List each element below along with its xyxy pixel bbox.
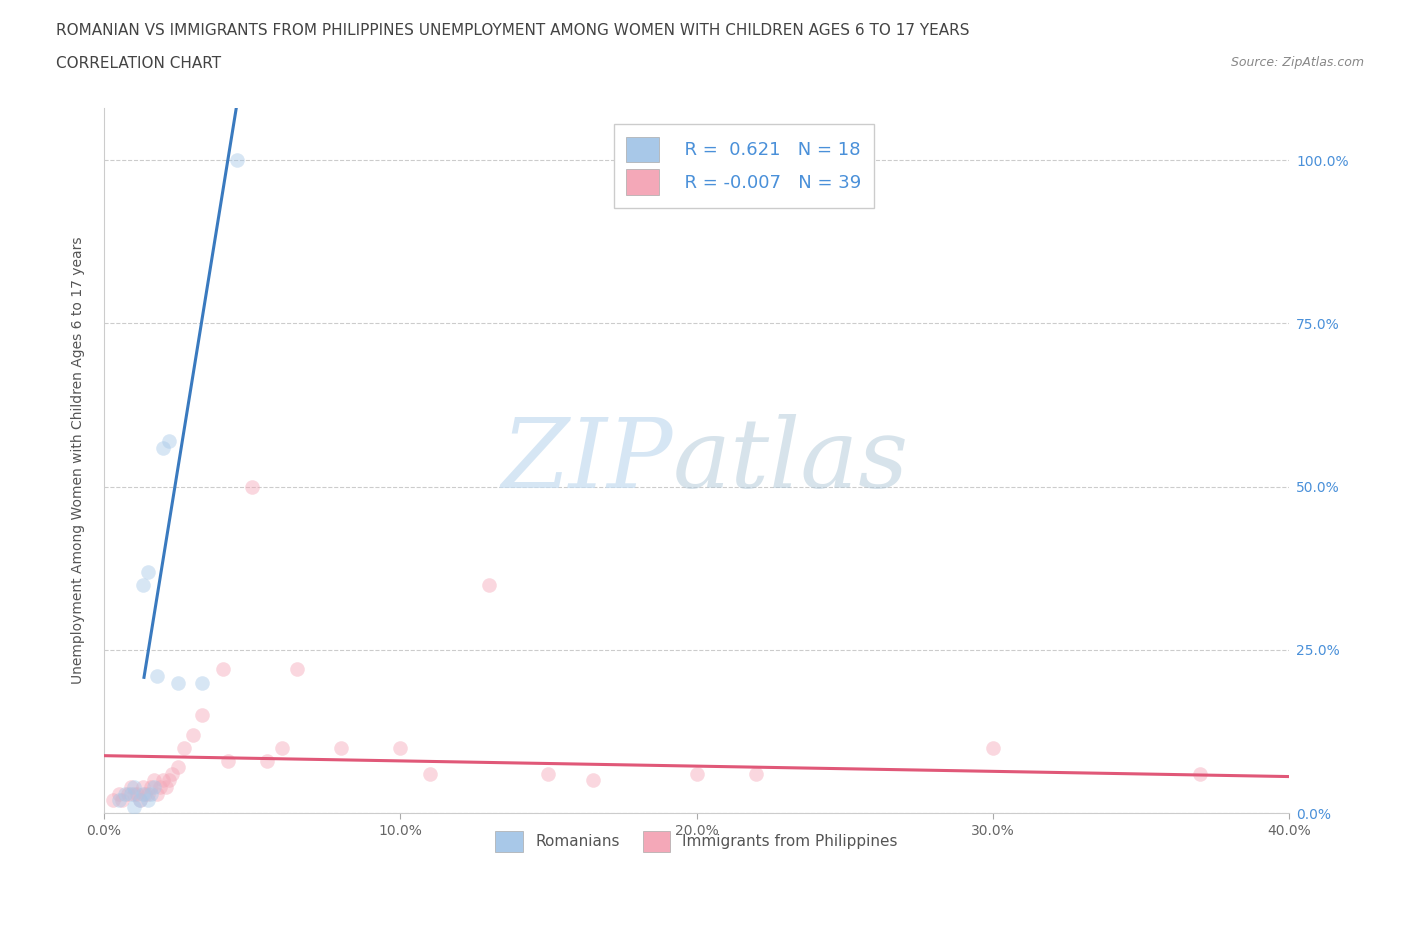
Point	[152, 773, 174, 788]
Point	[146, 786, 169, 801]
Point	[143, 773, 166, 788]
Point	[181, 727, 204, 742]
Point	[128, 792, 150, 807]
Point	[122, 779, 145, 794]
Point	[107, 792, 129, 807]
Point	[114, 786, 136, 801]
Text: atlas: atlas	[673, 414, 910, 508]
Point	[582, 773, 605, 788]
Point	[389, 740, 412, 755]
Y-axis label: Unemployment Among Women with Children Ages 6 to 17 years: Unemployment Among Women with Children A…	[72, 237, 86, 684]
Point	[107, 786, 129, 801]
Legend: Romanians, Immigrants from Philippines: Romanians, Immigrants from Philippines	[489, 825, 904, 858]
Point	[117, 786, 139, 801]
Point	[141, 779, 163, 794]
Point	[745, 766, 768, 781]
Point	[419, 766, 441, 781]
Point	[285, 662, 308, 677]
Point	[131, 786, 153, 801]
Point	[155, 779, 177, 794]
Point	[146, 669, 169, 684]
Point	[138, 786, 160, 801]
Point	[256, 753, 278, 768]
Point	[191, 708, 214, 723]
Point	[111, 792, 134, 807]
Point	[217, 753, 239, 768]
Point	[157, 773, 180, 788]
Point	[131, 578, 153, 592]
Point	[134, 786, 156, 801]
Point	[120, 779, 142, 794]
Point	[131, 779, 153, 794]
Text: ZIP: ZIP	[502, 414, 673, 508]
Point	[138, 565, 160, 579]
Point	[537, 766, 560, 781]
Point	[173, 740, 195, 755]
Point	[143, 779, 166, 794]
Point	[330, 740, 353, 755]
Point	[152, 440, 174, 455]
Point	[128, 792, 150, 807]
Text: Source: ZipAtlas.com: Source: ZipAtlas.com	[1230, 56, 1364, 69]
Point	[160, 766, 183, 781]
Point	[141, 786, 163, 801]
Point	[125, 786, 148, 801]
Point	[138, 792, 160, 807]
Point	[167, 675, 190, 690]
Point	[101, 792, 124, 807]
Point	[240, 479, 263, 494]
Point	[167, 760, 190, 775]
Text: ROMANIAN VS IMMIGRANTS FROM PHILIPPINES UNEMPLOYMENT AMONG WOMEN WITH CHILDREN A: ROMANIAN VS IMMIGRANTS FROM PHILIPPINES …	[56, 23, 970, 38]
Point	[211, 662, 233, 677]
Point	[191, 675, 214, 690]
Point	[157, 433, 180, 448]
Text: CORRELATION CHART: CORRELATION CHART	[56, 56, 221, 71]
Point	[120, 786, 142, 801]
Point	[1189, 766, 1212, 781]
Point	[981, 740, 1004, 755]
Point	[270, 740, 292, 755]
Point	[122, 786, 145, 801]
Point	[685, 766, 707, 781]
Point	[478, 578, 501, 592]
Point	[226, 153, 249, 167]
Point	[149, 779, 172, 794]
Point	[122, 799, 145, 814]
